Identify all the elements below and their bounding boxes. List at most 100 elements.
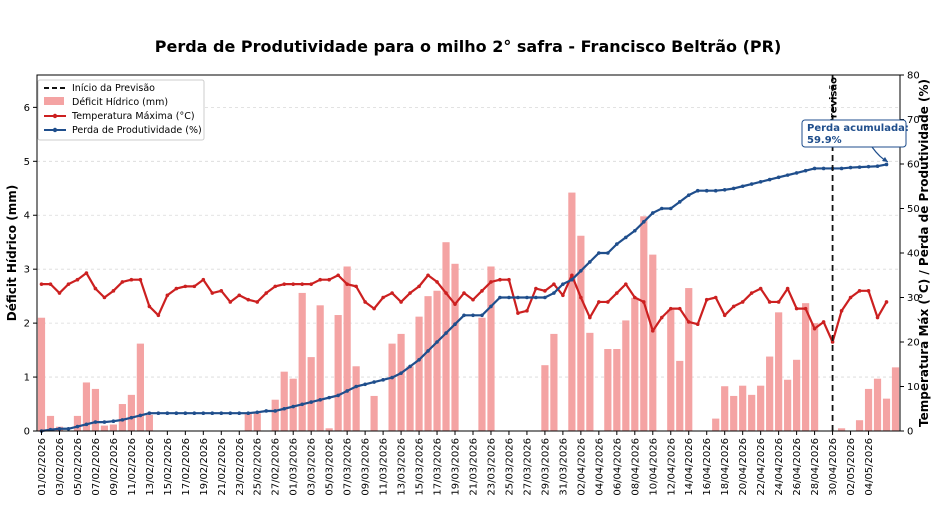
x-tick-label: 19/02/2026 bbox=[199, 438, 210, 496]
deficit-bar bbox=[433, 290, 441, 431]
legend-item-deficit: Déficit Hídrico (mm) bbox=[72, 97, 168, 108]
temperature-point bbox=[219, 289, 224, 293]
temperature-point bbox=[435, 280, 439, 284]
y-right-tick-label: 0 bbox=[907, 427, 913, 438]
temperature-point bbox=[695, 322, 700, 327]
loss-point bbox=[237, 411, 242, 416]
x-tick-label: 02/05/2026 bbox=[846, 438, 857, 496]
x-tick-label: 30/04/2026 bbox=[828, 438, 839, 496]
loss-point bbox=[552, 291, 556, 295]
x-tick-label: 15/02/2026 bbox=[163, 438, 174, 496]
loss-point bbox=[75, 424, 80, 429]
temperature-point bbox=[372, 306, 376, 311]
deficit-bar bbox=[864, 388, 873, 431]
temperature-point bbox=[624, 282, 628, 286]
loss-point bbox=[318, 398, 322, 402]
temperature-point bbox=[633, 295, 637, 300]
temperature-point bbox=[731, 304, 736, 309]
loss-point bbox=[498, 295, 502, 300]
x-tick-label: 11/02/2026 bbox=[127, 438, 138, 496]
temperature-point bbox=[803, 306, 808, 311]
temperature-point bbox=[489, 280, 493, 284]
x-tick-label: 18/04/2026 bbox=[720, 438, 731, 496]
loss-point bbox=[246, 411, 251, 416]
temperature-point bbox=[210, 291, 215, 295]
temperature-point bbox=[668, 306, 673, 311]
temperature-point bbox=[857, 289, 862, 293]
temperature-point bbox=[767, 300, 772, 304]
loss-point bbox=[812, 166, 817, 171]
loss-point bbox=[480, 313, 484, 318]
x-tick-label: 31/03/2026 bbox=[558, 438, 569, 496]
temperature-point bbox=[686, 320, 691, 324]
temperature-point bbox=[884, 300, 889, 304]
deficit-bar bbox=[757, 385, 765, 431]
loss-point bbox=[570, 277, 574, 282]
temperature-point bbox=[650, 329, 655, 333]
loss-point bbox=[677, 200, 682, 204]
loss-point bbox=[255, 410, 260, 415]
x-tick-label: 27/02/2026 bbox=[271, 438, 282, 496]
chart-title: Perda de Produtividade para o milho 2° s… bbox=[155, 37, 782, 56]
deficit-bar bbox=[541, 365, 549, 431]
loss-point bbox=[686, 193, 691, 197]
y-axis-left-label: Déficit Hídrico (mm) bbox=[5, 185, 19, 321]
loss-point bbox=[641, 220, 646, 224]
loss-point bbox=[129, 415, 134, 420]
loss-series bbox=[39, 162, 889, 433]
legend-item-loss: Perda de Produtividade (%) bbox=[72, 125, 202, 136]
y-left-tick-label: 2 bbox=[24, 319, 30, 330]
deficit-bar bbox=[640, 216, 648, 431]
temperature-point bbox=[147, 304, 152, 309]
temperature-point bbox=[507, 277, 511, 282]
temperature-point bbox=[722, 313, 727, 318]
deficit-bar bbox=[793, 359, 801, 431]
temperature-point bbox=[93, 286, 98, 291]
x-tick-label: 01/02/2026 bbox=[37, 438, 48, 496]
y-right-tick-label: 10 bbox=[907, 382, 920, 393]
x-tick-label: 21/02/2026 bbox=[217, 438, 228, 496]
x-tick-label: 26/04/2026 bbox=[792, 438, 803, 496]
deficit-bar bbox=[46, 415, 55, 431]
temperature-point bbox=[812, 326, 817, 331]
temperature-point bbox=[570, 273, 574, 278]
y-left-tick-label: 4 bbox=[24, 211, 30, 222]
loss-point bbox=[282, 406, 287, 411]
loss-point bbox=[309, 400, 313, 404]
deficit-bar bbox=[685, 288, 693, 431]
temperature-point bbox=[246, 297, 251, 302]
x-tick-label: 05/02/2026 bbox=[73, 438, 84, 496]
x-tick-label: 05/03/2026 bbox=[325, 438, 336, 496]
loss-point bbox=[821, 166, 826, 171]
deficit-bar bbox=[487, 266, 495, 431]
x-tick-label: 03/02/2026 bbox=[55, 438, 66, 496]
x-tick-label: 23/03/2026 bbox=[486, 438, 497, 496]
temperature-point bbox=[534, 286, 538, 291]
temperature-point bbox=[327, 277, 331, 282]
deficit-bar bbox=[298, 292, 306, 431]
loss-point bbox=[192, 411, 197, 416]
temperature-point bbox=[875, 315, 880, 320]
x-tick-label: 23/02/2026 bbox=[235, 438, 246, 496]
x-tick-label: 28/04/2026 bbox=[810, 438, 821, 496]
deficit-bar bbox=[424, 296, 432, 431]
deficit-bar bbox=[271, 399, 279, 431]
temperature-point bbox=[444, 291, 448, 295]
x-tick-label: 07/02/2026 bbox=[91, 438, 102, 496]
temperature-point bbox=[228, 300, 233, 304]
deficit-bar bbox=[316, 305, 324, 431]
deficit-bar bbox=[891, 367, 900, 431]
loss-point bbox=[462, 313, 466, 318]
temperature-point bbox=[704, 297, 709, 302]
deficit-bar bbox=[244, 413, 252, 431]
loss-point bbox=[327, 395, 331, 400]
deficit-bar bbox=[478, 317, 486, 431]
x-tick-label: 22/04/2026 bbox=[756, 438, 767, 496]
loss-point bbox=[534, 295, 538, 300]
deficit-bar bbox=[882, 398, 891, 431]
forecast-label: Previsão bbox=[829, 77, 840, 126]
loss-point bbox=[183, 411, 188, 416]
loss-point bbox=[695, 188, 700, 193]
deficit-bars bbox=[37, 192, 900, 431]
loss-point bbox=[579, 269, 583, 273]
